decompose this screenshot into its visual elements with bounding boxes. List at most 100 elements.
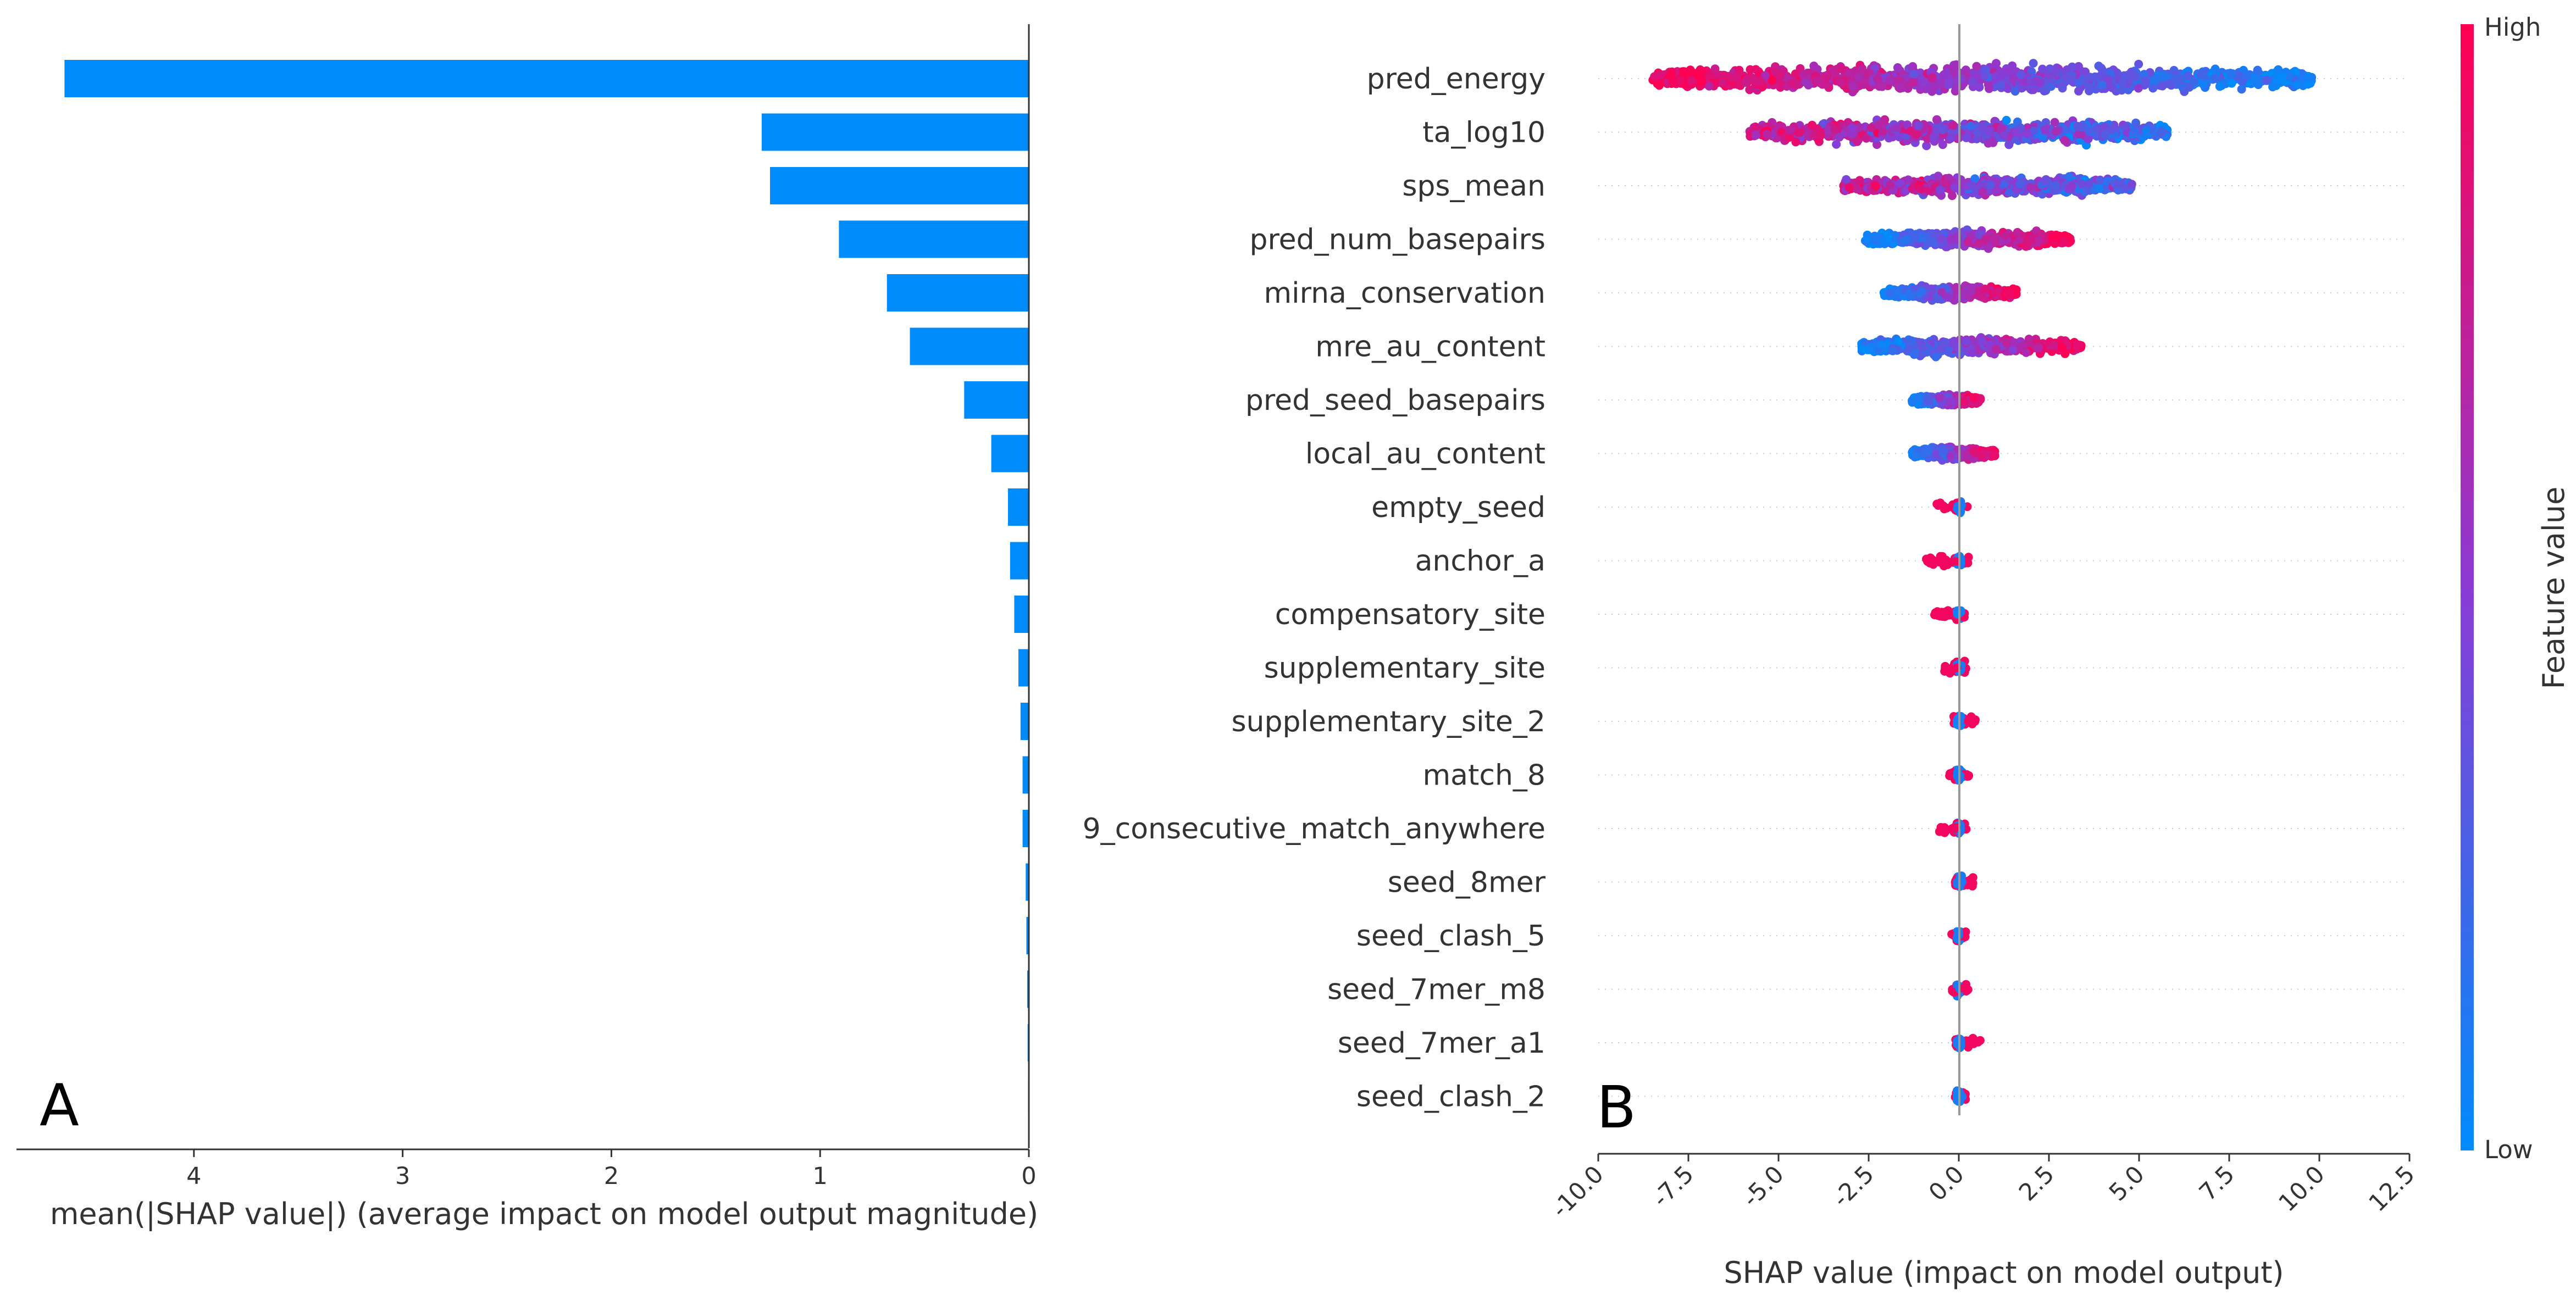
swarm-point	[2065, 172, 2074, 181]
swarm-point	[2103, 75, 2113, 84]
swarm-point	[2002, 289, 2012, 298]
swarm-point	[2095, 184, 2104, 193]
swarm-point	[1972, 62, 1981, 71]
swarm-point	[1984, 138, 1993, 148]
swarm-point	[1844, 183, 1854, 192]
swarm-point	[1991, 71, 2001, 81]
swarm-point	[2040, 126, 2049, 135]
swarm-point	[1966, 287, 1976, 296]
swarm-point	[2134, 84, 2143, 93]
swarm-point	[1908, 62, 1918, 71]
swarm-point	[1837, 64, 1847, 74]
swarm-point	[2227, 79, 2236, 88]
swarm-point	[1935, 185, 1945, 194]
feature-label: supplementary_site_2	[1231, 705, 1545, 738]
swarm-point	[1997, 124, 2007, 133]
x-tick-label: 4	[186, 1163, 201, 1190]
swarm-point	[2099, 123, 2109, 132]
swarm-point	[1916, 185, 1925, 194]
swarm-point	[2077, 179, 2086, 188]
feature-label: sps_mean	[1402, 170, 1545, 203]
swarm-point	[1720, 71, 1729, 80]
swarm-point	[1877, 82, 1887, 91]
swarm-point	[1917, 287, 1926, 296]
swarm-point	[1981, 65, 1991, 74]
swarm-point	[2303, 80, 2313, 89]
swarm-point	[1968, 77, 1977, 86]
swarm-point	[1885, 288, 1894, 298]
swarm-point	[2050, 118, 2059, 127]
swarm-point	[1933, 294, 1942, 303]
swarm-point	[1755, 76, 1764, 86]
swarm-point	[1785, 133, 1794, 142]
swarm-point	[1966, 121, 1975, 131]
swarm-point	[1930, 82, 1939, 91]
swarm-point	[2026, 183, 2036, 192]
swarm-point	[2118, 77, 2127, 87]
swarm-point	[2002, 115, 2011, 125]
swarm-point	[2074, 86, 2083, 96]
swarm-point	[2253, 65, 2262, 75]
swarm-point	[1906, 291, 1915, 301]
swarm-point	[1909, 350, 1919, 359]
swarm-point	[1978, 187, 1987, 197]
swarm-point	[1846, 68, 1855, 77]
swarm-point	[1697, 77, 1706, 87]
swarm-point	[1791, 69, 1800, 79]
swarm-point	[2029, 59, 2038, 68]
swarm-point	[1692, 70, 1702, 79]
swarm-point	[1931, 352, 1941, 362]
swarm-point	[2107, 125, 2116, 135]
bar-seed_8mer	[1026, 863, 1029, 901]
swarm-point	[2127, 180, 2136, 189]
swarm-point	[2026, 78, 2035, 87]
swarm-point	[2085, 127, 2093, 136]
swarm-point	[2097, 80, 2107, 90]
swarm-point	[1979, 124, 1988, 133]
swarm-point	[1985, 127, 1995, 136]
swarm-point	[1978, 293, 1987, 302]
swarm-point	[1909, 69, 1918, 79]
swarm-point	[1991, 344, 2001, 354]
swarm-point	[1886, 180, 1894, 190]
swarm-point	[1786, 126, 1795, 135]
swarm-point	[2237, 85, 2246, 94]
feature-label: seed_8mer	[1388, 866, 1546, 899]
swarm-point	[1848, 82, 1858, 91]
swarm-point	[2034, 343, 2043, 352]
swarm-point	[2268, 82, 2278, 92]
swarm-point	[2085, 86, 2094, 96]
swarm-point	[2296, 73, 2306, 82]
swarm-point	[1745, 85, 1754, 94]
swarm-point	[1908, 184, 1917, 193]
bar-9_consecutive_match_anywhere	[1022, 810, 1029, 847]
swarm-point	[2057, 343, 2067, 352]
feature-label: local_au_content	[1305, 438, 1545, 471]
swarm-point	[1687, 76, 1696, 85]
swarm-point	[2114, 179, 2123, 188]
swarm-point	[1901, 236, 1910, 245]
swarm-point	[1969, 393, 1978, 403]
swarm-point	[1865, 343, 1875, 352]
swarm-point	[2041, 176, 2050, 185]
swarm-point	[2060, 237, 2069, 246]
swarm-point	[2021, 348, 2031, 357]
swarm-point	[2084, 135, 2093, 143]
swarm-point	[2015, 180, 2025, 189]
bar-pred_energy	[64, 60, 1029, 97]
swarm-point	[2001, 231, 2010, 240]
swarm-point	[1854, 73, 1863, 82]
swarm-point	[2097, 70, 2106, 80]
swarm-point	[1821, 74, 1830, 84]
swarm-point	[2141, 76, 2150, 86]
swarm-point	[1908, 77, 1918, 87]
swarm-point	[1770, 67, 1780, 76]
swarm-point	[2237, 77, 2247, 86]
swarm-point	[1813, 76, 1822, 85]
swarm-point	[1914, 121, 1923, 130]
swarm-point	[2285, 72, 2295, 81]
swarm-point	[2002, 338, 2011, 348]
swarm-point	[1988, 289, 1997, 298]
swarm-point	[1816, 131, 1825, 140]
